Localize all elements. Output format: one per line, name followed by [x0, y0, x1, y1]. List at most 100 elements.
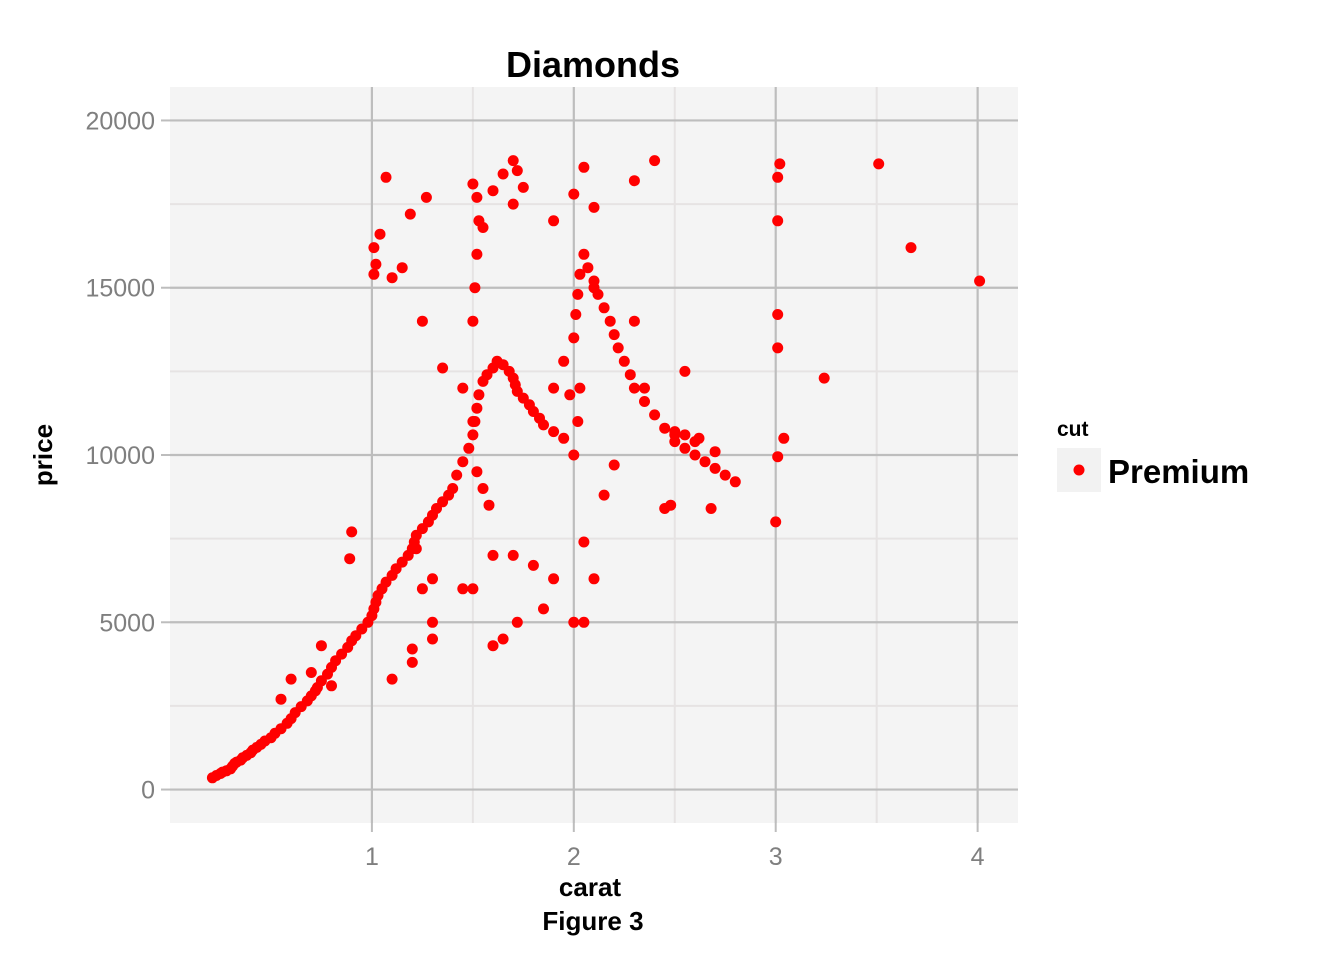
data-point: [628, 382, 640, 394]
data-point: [497, 633, 509, 645]
data-point: [574, 268, 586, 280]
data-point: [275, 693, 287, 705]
data-point: [457, 583, 469, 595]
data-point: [598, 302, 610, 314]
data-point: [473, 215, 485, 227]
y-tick-label: 5000: [99, 609, 155, 637]
data-point: [693, 432, 705, 444]
data-point: [380, 171, 392, 183]
data-point: [689, 449, 701, 461]
data-point: [578, 248, 590, 260]
data-point: [497, 168, 509, 180]
data-point: [471, 191, 483, 203]
data-point: [406, 643, 418, 655]
data-point: [538, 603, 549, 615]
data-point: [420, 191, 432, 203]
data-point: [578, 536, 590, 548]
data-point: [574, 382, 586, 394]
data-point: [974, 275, 986, 287]
data-point: [679, 442, 691, 454]
data-point: [818, 372, 830, 384]
data-point: [305, 667, 317, 678]
data-point: [527, 559, 539, 571]
data-point: [457, 456, 469, 468]
data-point: [548, 426, 560, 438]
data-point: [582, 262, 594, 274]
x-tick-label: 1: [365, 843, 379, 871]
data-point: [572, 288, 584, 300]
data-point: [774, 158, 786, 170]
data-point: [471, 466, 483, 478]
data-point: [578, 616, 590, 628]
y-tick-label: 10000: [85, 442, 155, 470]
data-point: [770, 516, 782, 528]
data-point: [679, 429, 691, 441]
data-point: [416, 583, 428, 595]
y-axis-ticks: 0 5000 10000 15000 20000: [85, 107, 170, 805]
legend-label-premium: Premium: [1108, 453, 1249, 490]
data-point: [588, 573, 600, 585]
data-point: [368, 242, 380, 254]
data-point: [473, 389, 485, 401]
data-point: [511, 165, 523, 177]
data-point: [628, 315, 640, 327]
data-point: [437, 362, 449, 374]
data-point: [628, 175, 640, 187]
data-point: [507, 155, 519, 167]
data-point: [368, 268, 380, 280]
data-point: [538, 419, 549, 431]
data-point: [467, 178, 479, 190]
data-point: [639, 382, 650, 394]
data-point: [467, 315, 479, 327]
data-point: [608, 329, 620, 341]
data-point: [346, 526, 358, 538]
data-point: [427, 573, 438, 585]
data-point: [705, 503, 717, 514]
data-point: [344, 553, 356, 565]
data-point: [507, 198, 519, 210]
legend-title: cut: [1057, 418, 1089, 441]
x-axis-ticks: 1 2 3 4: [365, 823, 985, 871]
data-point: [548, 573, 560, 585]
data-point: [905, 242, 917, 254]
data-point: [427, 616, 438, 628]
y-axis-title: price: [28, 424, 58, 486]
x-tick-label: 3: [769, 843, 783, 871]
data-point: [649, 409, 661, 421]
data-point: [374, 228, 386, 240]
data-point: [487, 640, 499, 652]
data-point: [578, 161, 590, 173]
y-tick-label: 0: [141, 777, 155, 805]
data-point: [772, 342, 784, 354]
data-point: [873, 158, 885, 170]
data-point: [659, 503, 671, 514]
data-point: [447, 483, 459, 494]
data-point: [608, 459, 620, 471]
chart-title: Diamonds: [506, 44, 680, 85]
data-point: [416, 315, 428, 327]
data-point: [315, 640, 327, 652]
data-point: [679, 365, 691, 377]
data-point: [709, 462, 721, 474]
data-point: [467, 416, 479, 427]
figure-caption: Figure 3: [542, 906, 643, 936]
data-point: [772, 171, 784, 183]
data-point: [709, 446, 721, 458]
data-point: [477, 483, 489, 494]
data-point: [568, 616, 580, 628]
data-point: [719, 469, 731, 481]
data-point: [404, 208, 416, 220]
data-point: [469, 282, 481, 294]
data-point: [572, 416, 584, 427]
data-point: [548, 382, 560, 394]
data-point: [618, 355, 630, 367]
data-point: [396, 262, 408, 274]
data-point: [386, 673, 398, 685]
x-axis-title: carat: [559, 872, 621, 902]
data-point: [471, 402, 483, 414]
data-point: [517, 181, 529, 193]
data-point: [669, 429, 681, 441]
data-point: [568, 332, 580, 344]
data-point: [483, 499, 495, 511]
